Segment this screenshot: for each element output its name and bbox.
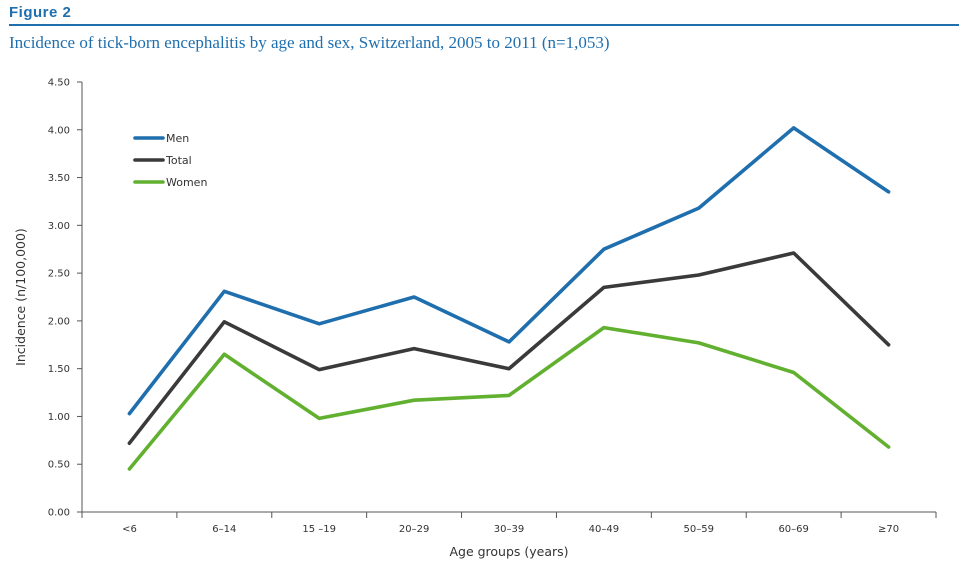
y-axis-ticks: 0.00 0.50 1.00 1.50 2.00 2.50 3.00 3.50 4.00 4.50 — [48, 78, 82, 519]
x-tick-label: 6–14 — [212, 524, 236, 535]
series-line-men — [127, 126, 891, 416]
x-tick-label: 20–29 — [399, 524, 429, 535]
series-line-total — [127, 251, 891, 446]
y-tick-label: 3.50 — [48, 173, 70, 184]
legend-label: Total — [165, 154, 192, 167]
y-tick-label: 2.00 — [48, 316, 70, 327]
x-tick-label: <6 — [122, 524, 137, 535]
y-axis-label: Incidence (n/100,000) — [13, 228, 28, 366]
y-tick-label: 4.00 — [48, 125, 70, 136]
figure-title-rule — [9, 24, 959, 26]
y-tick-label: 0.00 — [48, 508, 70, 519]
y-tick-label: 0.50 — [48, 460, 70, 471]
x-axis-label: Age groups (years) — [449, 544, 568, 559]
x-axis-ticks: <6 6–14 15 –19 20–29 30–39 40–49 50–59 60–69 ≥70 — [81, 512, 937, 535]
legend: Men Total Women — [133, 132, 207, 189]
series-lines — [127, 126, 891, 471]
y-tick-label: 1.50 — [48, 364, 70, 375]
axes — [81, 82, 936, 513]
figure-title: Incidence of tick-born encephalitis by a… — [9, 33, 610, 52]
y-tick-label: 1.00 — [48, 412, 70, 423]
x-tick-label: ≥70 — [878, 524, 899, 535]
figure-label: Figure 2 — [9, 4, 72, 21]
y-tick-label: 4.50 — [48, 78, 70, 89]
x-tick-label: 60–69 — [778, 524, 808, 535]
legend-label: Women — [166, 176, 207, 189]
series-line-women — [127, 325, 891, 471]
x-tick-label: 30–39 — [494, 524, 524, 535]
x-tick-label: 40–49 — [589, 524, 619, 535]
legend-label: Men — [166, 132, 189, 145]
x-tick-label: 15 –19 — [302, 524, 336, 535]
y-tick-label: 3.00 — [48, 221, 70, 232]
x-tick-label: 50–59 — [684, 524, 714, 535]
y-tick-label: 2.50 — [48, 269, 70, 280]
